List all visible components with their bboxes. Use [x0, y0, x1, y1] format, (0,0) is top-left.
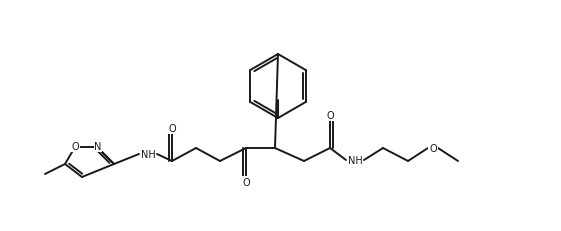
Text: O: O	[168, 123, 176, 134]
Text: O: O	[71, 141, 79, 151]
Text: O: O	[242, 177, 250, 187]
Text: NH: NH	[141, 149, 155, 159]
Text: N: N	[94, 141, 102, 151]
Text: O: O	[326, 110, 334, 121]
Text: O: O	[429, 143, 437, 153]
Text: NH: NH	[348, 155, 362, 165]
